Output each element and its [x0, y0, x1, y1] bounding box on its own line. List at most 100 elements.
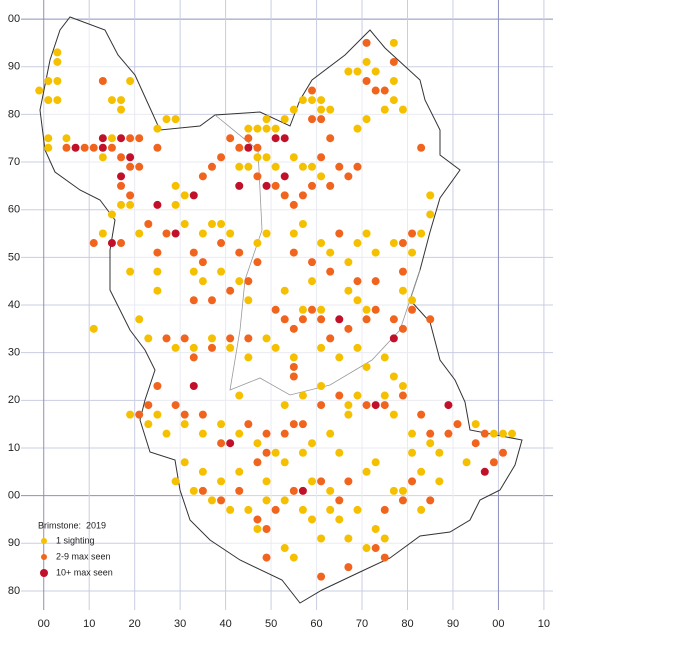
y-tick-label: 10 — [8, 442, 20, 454]
record-dot — [408, 448, 417, 457]
record-dot — [189, 353, 198, 362]
record-dot — [53, 48, 62, 57]
record-dot — [398, 105, 407, 114]
record-dot — [308, 181, 317, 190]
record-dot — [298, 420, 307, 429]
record-dot — [244, 162, 253, 171]
record-dot — [335, 162, 344, 171]
record-dot — [362, 57, 371, 66]
record-dot — [217, 496, 226, 505]
y-tick-label: 30 — [8, 347, 20, 359]
record-dot — [326, 486, 335, 495]
y-tick-label: 70 — [8, 156, 20, 168]
record-dot — [180, 334, 189, 343]
record-dot — [508, 429, 517, 438]
x-tick-label: 90 — [447, 618, 459, 630]
x-tick-label: 10 — [83, 618, 95, 630]
record-dot — [362, 305, 371, 314]
record-dot — [389, 410, 398, 419]
record-dot — [362, 544, 371, 553]
record-dot — [380, 505, 389, 514]
record-dot — [135, 229, 144, 238]
record-dot — [408, 477, 417, 486]
record-dot — [289, 248, 298, 257]
record-dot — [344, 286, 353, 295]
record-dot — [380, 86, 389, 95]
record-dot — [308, 277, 317, 286]
record-dot — [344, 258, 353, 267]
record-dot — [362, 401, 371, 410]
record-dot — [362, 77, 371, 86]
record-dot — [189, 267, 198, 276]
legend: Brimstone: 2019 1 sighting 2-9 max seen 10… — [38, 520, 113, 577]
record-dot — [308, 162, 317, 171]
record-dot — [398, 286, 407, 295]
record-dot — [162, 115, 171, 124]
record-dot — [226, 334, 235, 343]
record-dot — [435, 477, 444, 486]
record-dot — [389, 57, 398, 66]
record-dot — [271, 162, 280, 171]
record-dot — [289, 229, 298, 238]
record-dot — [298, 391, 307, 400]
x-tick-label: 30 — [174, 618, 186, 630]
record-dot — [153, 200, 162, 209]
record-dot — [171, 477, 180, 486]
record-dot — [98, 229, 107, 238]
record-dot — [398, 391, 407, 400]
record-dot — [344, 534, 353, 543]
record-dot — [53, 77, 62, 86]
record-dot — [162, 334, 171, 343]
record-dot — [489, 429, 498, 438]
record-dot — [235, 429, 244, 438]
record-dot — [271, 181, 280, 190]
record-dot — [244, 143, 253, 152]
record-dot — [389, 315, 398, 324]
record-dot — [253, 153, 262, 162]
record-dot — [308, 86, 317, 95]
record-dot — [417, 143, 426, 152]
record-dot — [480, 467, 489, 476]
record-dot — [426, 191, 435, 200]
record-dot — [226, 229, 235, 238]
record-dot — [126, 134, 135, 143]
record-dot — [153, 286, 162, 295]
record-dot — [498, 429, 507, 438]
record-dot — [426, 439, 435, 448]
record-dot — [271, 305, 280, 314]
record-dot — [362, 467, 371, 476]
record-dot — [417, 505, 426, 514]
record-dot — [198, 429, 207, 438]
record-dot — [317, 105, 326, 114]
record-dot — [298, 96, 307, 105]
record-dot — [353, 391, 362, 400]
record-dot — [253, 124, 262, 133]
legend-dot — [41, 554, 47, 560]
record-dot — [244, 334, 253, 343]
record-dot — [408, 229, 417, 238]
record-dot — [126, 162, 135, 171]
record-dot — [326, 105, 335, 114]
record-dot — [262, 477, 271, 486]
record-dot — [117, 105, 126, 114]
record-dot — [298, 305, 307, 314]
record-dot — [453, 420, 462, 429]
record-dot — [189, 486, 198, 495]
record-dot — [389, 77, 398, 86]
record-dot — [389, 334, 398, 343]
record-dot — [44, 96, 53, 105]
x-tick-label: 00 — [38, 618, 50, 630]
y-tick-label: 00 — [8, 13, 20, 25]
record-dot — [289, 153, 298, 162]
record-dot — [126, 153, 135, 162]
record-dot — [244, 420, 253, 429]
record-dot — [280, 315, 289, 324]
record-dot — [189, 382, 198, 391]
record-dot — [489, 458, 498, 467]
record-dot — [471, 439, 480, 448]
record-dot — [162, 229, 171, 238]
record-dot — [107, 143, 116, 152]
y-tick-label: 60 — [8, 204, 20, 216]
record-dot — [198, 258, 207, 267]
record-dot — [371, 401, 380, 410]
